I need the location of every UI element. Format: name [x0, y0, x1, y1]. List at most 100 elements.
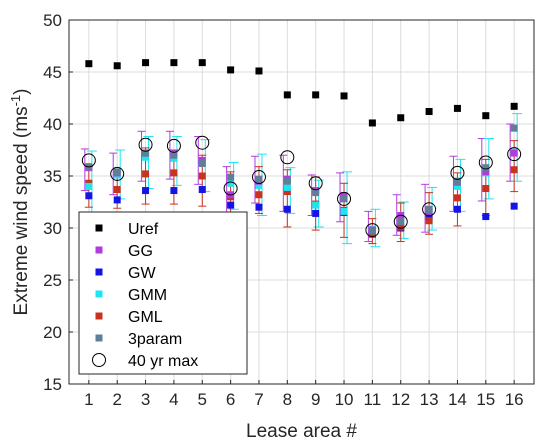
uref-point: [482, 112, 490, 120]
uref-point: [255, 67, 263, 75]
x-tick-label: 7: [254, 390, 263, 409]
3param-point: [198, 160, 206, 168]
y-tick-label: 35: [43, 167, 62, 186]
gw-point: [312, 209, 320, 217]
uref-point: [425, 108, 433, 116]
gml-point: [142, 170, 150, 178]
uref-point: [85, 60, 93, 68]
legend: Uref GG GW GMM GML 3param 40 yr max: [78, 211, 248, 375]
gml-point: [453, 194, 461, 202]
uref-point: [113, 62, 121, 70]
40-yr-max-point: [393, 214, 408, 229]
x-tick-label: 14: [448, 390, 467, 409]
gw-point: [482, 213, 490, 221]
gmm-point: [227, 179, 235, 187]
gw-point: [113, 196, 121, 204]
gw-point: [85, 192, 93, 200]
y-tick-label: 15: [43, 375, 62, 394]
x-tick-label: 1: [84, 390, 93, 409]
uref-point: [368, 119, 376, 127]
gmm-point: [142, 153, 150, 161]
x-tick-label: 11: [364, 390, 382, 409]
gmm-point: [340, 207, 348, 215]
y-tick-label: 45: [43, 63, 62, 82]
gml-point: [510, 166, 518, 174]
x-tick-label: 10: [335, 390, 354, 409]
3param-point: [425, 205, 433, 213]
uref-point: [397, 114, 405, 122]
legend-label-gg: GG: [128, 243, 153, 260]
gmm-point: [283, 183, 291, 191]
40-yr-max-point: [280, 150, 295, 165]
legend-marker-gmm: [95, 290, 103, 298]
y-axis-label-close: ): [11, 89, 32, 95]
gml-point: [425, 217, 433, 225]
gg-point: [510, 149, 518, 157]
40-yr-max-point: [478, 155, 493, 170]
x-tick-label: 8: [283, 390, 292, 409]
y-tick-label: 20: [43, 323, 62, 342]
40-yr-max-point: [138, 137, 153, 152]
3param-point: [340, 195, 348, 203]
x-tick-label: 3: [141, 390, 150, 409]
x-tick-label: 12: [391, 390, 410, 409]
gw-point: [198, 186, 206, 194]
40-yr-max-point: [365, 223, 380, 238]
gw-point: [425, 213, 433, 221]
3param-point: [142, 149, 150, 157]
40-yr-max-point: [110, 166, 125, 181]
gml-point: [198, 172, 206, 180]
x-axis-label: Lease area #: [246, 421, 357, 442]
marker-layer: [81, 59, 522, 238]
40-yr-max-point: [308, 176, 323, 191]
gml-point: [255, 191, 263, 199]
legend-marker-gg: [95, 246, 103, 254]
legend-marker-uref: [95, 224, 103, 232]
x-tick-label: 16: [505, 390, 524, 409]
gml-point: [283, 188, 291, 196]
40-yr-max-point: [422, 202, 437, 217]
legend-label-gw: GW: [128, 265, 156, 282]
3param-point: [510, 124, 518, 132]
gml-point: [113, 186, 121, 194]
gml-point: [482, 184, 490, 192]
3param-point: [170, 151, 178, 159]
gw-point: [453, 205, 461, 213]
legend-label-gml: GML: [128, 309, 163, 326]
x-tick-label: 2: [112, 390, 121, 409]
40-yr-max-point: [450, 165, 465, 180]
legend-marker-40-yr-max: [92, 353, 106, 367]
legend-label-40-yr-max: 40 yr max: [128, 353, 198, 370]
3param-point: [368, 227, 376, 235]
gmm-point: [85, 182, 93, 190]
40-yr-max-point: [251, 170, 266, 185]
x-tick-label: 9: [311, 390, 320, 409]
legend-label-uref: Uref: [128, 221, 159, 238]
x-tick-label: 15: [476, 390, 495, 409]
uref-point: [312, 91, 320, 99]
y-axis-label-main: Extreme wind speed (ms: [11, 106, 32, 315]
gw-point: [170, 187, 178, 195]
legend-label-3param: 3param: [128, 331, 182, 348]
gmm-point: [453, 182, 461, 190]
gw-point: [227, 201, 235, 209]
gmm-point: [312, 201, 320, 209]
uref-point: [340, 92, 348, 100]
uref-point: [198, 59, 206, 67]
y-axis-label-superscript: -1: [8, 95, 23, 107]
40-yr-max-point: [337, 191, 352, 206]
40-yr-max-point: [507, 147, 522, 162]
x-tick-label: 5: [198, 390, 207, 409]
y-tick-label: 30: [43, 219, 62, 238]
uref-point: [453, 104, 461, 112]
3param-point: [255, 175, 263, 183]
y-axis-label: Extreme wind speed (ms-1): [8, 89, 32, 316]
gw-point: [142, 187, 150, 195]
gml-point: [170, 169, 178, 177]
x-tick-label: 4: [169, 390, 178, 409]
uref-point: [510, 102, 518, 110]
y-tick-label: 40: [43, 115, 62, 134]
40-yr-max-point: [166, 138, 181, 153]
